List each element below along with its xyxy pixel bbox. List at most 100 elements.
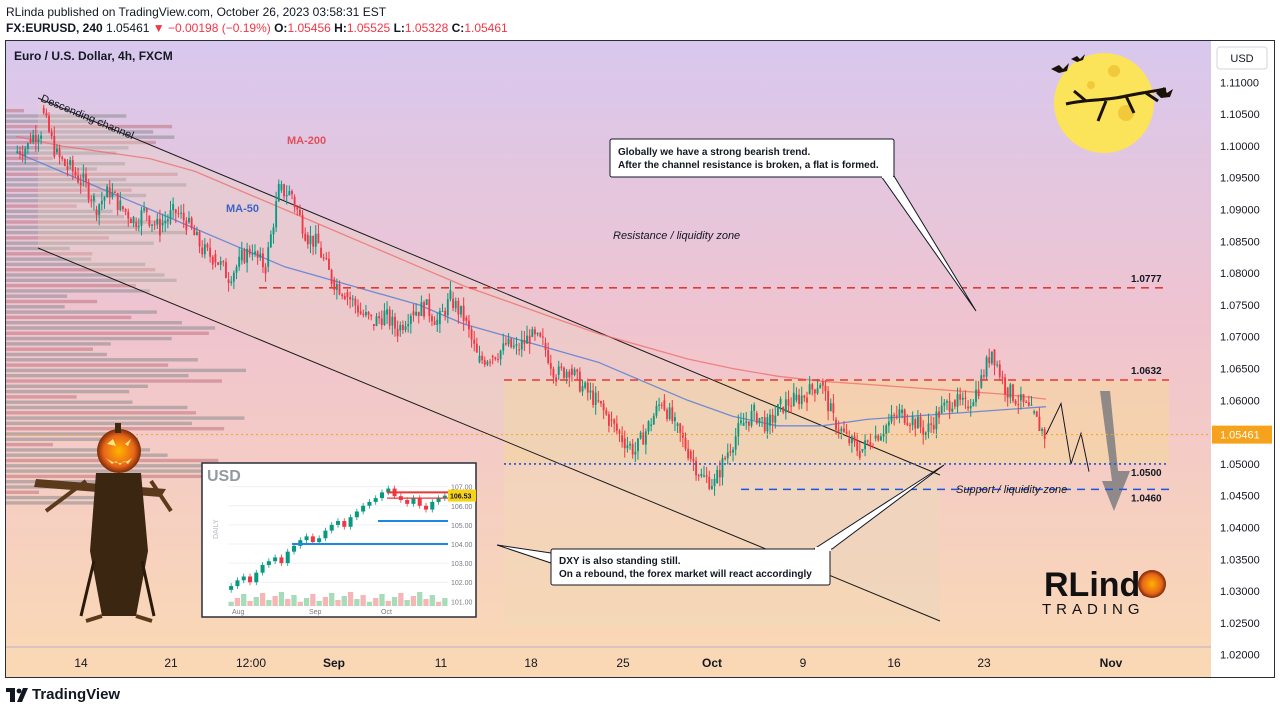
volume-profile-bar bbox=[6, 183, 187, 187]
candle-body bbox=[298, 209, 301, 215]
candle-body bbox=[1017, 404, 1020, 406]
volume-profile-bar bbox=[6, 204, 77, 208]
currency-button[interactable]: USD bbox=[1216, 46, 1268, 70]
volume-profile-bar bbox=[6, 109, 24, 113]
candle-body bbox=[267, 247, 270, 267]
candle-body bbox=[63, 159, 66, 166]
price-tick-label: 1.10500 bbox=[1220, 109, 1260, 121]
inset-price-tick: 104.00 bbox=[451, 542, 473, 549]
candle-body bbox=[127, 211, 130, 219]
inset-candle-body bbox=[323, 530, 328, 539]
candle-body bbox=[367, 312, 370, 315]
candle-body bbox=[320, 247, 322, 258]
candle-body bbox=[967, 406, 970, 409]
candle-body bbox=[581, 386, 584, 392]
candle-body bbox=[695, 461, 697, 476]
price-tick-label: 1.06000 bbox=[1220, 395, 1260, 407]
candle-body bbox=[137, 225, 140, 227]
candle-body bbox=[264, 267, 267, 274]
inset-axis-label: DAILY bbox=[213, 519, 220, 539]
candle-body bbox=[528, 335, 531, 344]
candle-body bbox=[468, 320, 470, 330]
inset-volume-bar bbox=[423, 599, 429, 606]
inset-price-tick: 106.00 bbox=[451, 504, 473, 511]
volume-profile-bar bbox=[6, 140, 156, 145]
candle-body bbox=[106, 186, 109, 198]
candle-body bbox=[436, 319, 439, 325]
inset-volume-bar bbox=[266, 600, 272, 606]
low-value: 1.05328 bbox=[404, 21, 449, 35]
candle-body bbox=[909, 424, 911, 426]
scarecrow-illustration bbox=[34, 423, 173, 623]
candle-body bbox=[610, 419, 613, 421]
candle-body bbox=[1001, 376, 1004, 378]
inset-volume-bar bbox=[303, 598, 310, 606]
candle-body bbox=[177, 213, 180, 215]
candle-body bbox=[296, 207, 299, 210]
candle-body bbox=[182, 212, 185, 221]
candle-body bbox=[457, 300, 460, 315]
candle-body bbox=[357, 305, 359, 313]
candle-body bbox=[515, 344, 518, 346]
candle-body bbox=[953, 400, 956, 407]
candle-body bbox=[824, 385, 827, 392]
callout-box-2 bbox=[550, 548, 831, 586]
candle-body bbox=[803, 395, 806, 398]
candle-body bbox=[787, 399, 790, 406]
candle-body bbox=[948, 401, 951, 412]
volume-profile-bar bbox=[6, 283, 136, 288]
candle-body bbox=[159, 218, 161, 236]
candle-body bbox=[924, 432, 927, 436]
volume-profile-bar bbox=[6, 172, 178, 176]
inset-candle-body bbox=[241, 576, 246, 581]
candle-body bbox=[932, 424, 935, 430]
volume-profile-bar bbox=[6, 395, 77, 399]
candle-body bbox=[77, 175, 79, 183]
channel-upper-line bbox=[37, 97, 941, 476]
inset-volume-bar bbox=[241, 594, 247, 606]
volume-profile-bar bbox=[6, 495, 133, 500]
inset-volume-bar bbox=[322, 597, 329, 606]
candle-body bbox=[718, 469, 721, 478]
candle-body bbox=[930, 423, 933, 425]
candle-body bbox=[227, 279, 230, 283]
inset-time-tick: Aug bbox=[232, 609, 245, 616]
candle-body bbox=[172, 203, 175, 211]
candle-body bbox=[79, 182, 82, 186]
inset-volume-bar bbox=[253, 597, 259, 606]
inset-volume-bar bbox=[310, 594, 316, 606]
candle-body bbox=[502, 343, 505, 351]
volume-profile-bar bbox=[6, 262, 146, 267]
candle-body bbox=[95, 209, 98, 216]
candle-body bbox=[19, 151, 21, 155]
candle-body bbox=[526, 335, 528, 344]
candle-body bbox=[470, 329, 473, 340]
inset-volume-bar bbox=[347, 592, 354, 606]
candle-body bbox=[74, 171, 77, 176]
candle-body bbox=[269, 234, 272, 248]
candle-body bbox=[333, 279, 336, 290]
candle-body bbox=[164, 221, 167, 223]
candle-body bbox=[996, 364, 999, 366]
candle-body bbox=[877, 435, 880, 441]
volume-profile-bar bbox=[6, 119, 104, 123]
candle-body bbox=[240, 249, 243, 261]
volume-profile-bar bbox=[6, 294, 68, 298]
tradingview-logo-icon bbox=[6, 688, 28, 703]
candle-body bbox=[383, 310, 386, 325]
candle-body bbox=[615, 423, 618, 431]
candle-body bbox=[481, 355, 484, 361]
candle-body bbox=[721, 458, 724, 478]
candle-body bbox=[1038, 416, 1041, 431]
resistance-zone-label: Resistance / liquidity zone bbox=[613, 230, 740, 242]
volume-profile-bar bbox=[6, 130, 154, 134]
candle-body bbox=[650, 424, 653, 426]
level-label: 1.0460 bbox=[1131, 493, 1162, 504]
high-value: 1.05525 bbox=[346, 21, 391, 35]
candle-body bbox=[428, 299, 431, 317]
candle-body bbox=[808, 384, 811, 394]
candle-body bbox=[946, 401, 948, 403]
chart-frame[interactable]: 1.0777 1.0632 1.0500 1.0460 Descending chan… bbox=[5, 40, 1275, 678]
candle-body bbox=[792, 392, 795, 406]
